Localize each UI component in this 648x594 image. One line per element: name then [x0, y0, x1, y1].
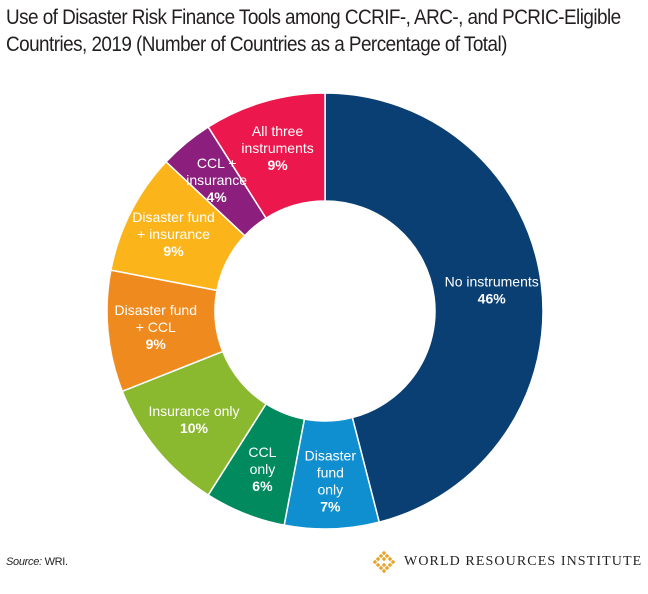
slice-value-label: 7%: [320, 498, 341, 514]
donut-labels: No instruments 46%Disaster fund only 7%CCL on…: [115, 123, 539, 515]
slice-value-label: 9%: [146, 336, 167, 352]
source-note: Source: WRI.: [6, 556, 68, 568]
logo-diamond: [375, 556, 381, 562]
wri-logo: WORLD RESOURCES INSTITUTE: [372, 550, 642, 574]
donut-slice: [207, 92, 326, 220]
source-label: Source:: [6, 556, 42, 568]
slice-label: Disaster fund + insurance 9%: [132, 209, 214, 259]
logo-diamond: [372, 559, 378, 565]
logo-diamond: [375, 562, 381, 568]
slice-label-line: All three: [252, 123, 304, 139]
logo-diamond: [378, 565, 384, 571]
logo-diamond: [384, 565, 390, 571]
slice-value-label: 9%: [267, 157, 288, 173]
chart-title: Use of Disaster Risk Finance Tools among…: [6, 4, 636, 58]
wri-logo-text: WORLD RESOURCES INSTITUTE: [404, 554, 643, 569]
wri-logo-mark: [372, 550, 396, 574]
slice-label: CCL + insurance 4%: [186, 155, 247, 205]
slice-label-line: Disaster: [305, 447, 357, 463]
chart-title-line-2: Countries, 2019 (Number of Countries as …: [6, 33, 507, 56]
slice-label: Disaster fund only 7%: [305, 447, 357, 514]
slice-label-line: + insurance: [137, 226, 210, 242]
slice-value-label: 46%: [478, 290, 507, 306]
slice-label-line: fund: [317, 464, 344, 480]
slice-label-line: CCL: [248, 444, 276, 460]
donut-slice: [324, 92, 544, 524]
slice-value-label: 4%: [207, 189, 228, 205]
slice-label: Disaster fund + CCL 9%: [115, 302, 197, 352]
slice-value-label: 10%: [180, 420, 209, 436]
slice-value-label: 6%: [252, 478, 273, 494]
logo-diamond: [378, 553, 384, 559]
logo-diamond: [381, 556, 387, 562]
slice-label-line: instruments: [241, 140, 313, 156]
slice-value-label: 9%: [163, 243, 184, 259]
source-text: WRI.: [41, 556, 69, 568]
logo-diamond: [387, 562, 393, 568]
slice-label-line: only: [250, 461, 276, 477]
donut-slices: [106, 92, 544, 530]
logo-diamond: [390, 559, 396, 565]
slice-label: All three instruments 9%: [241, 123, 313, 173]
logo-diamond: [381, 550, 387, 556]
slice-label-line: Insurance only: [148, 403, 239, 419]
slice-label-line: insurance: [186, 172, 247, 188]
logo-diamond: [387, 556, 393, 562]
slice-label: CCL only 6%: [248, 444, 276, 494]
slice-label-line: No instruments: [445, 273, 539, 289]
slice-label: No instruments 46%: [445, 273, 539, 306]
slice-label: Insurance only 10%: [148, 403, 239, 436]
slice-label-line: Disaster fund: [132, 209, 214, 225]
slice-label-line: only: [317, 481, 343, 497]
chart-title-line-1: Use of Disaster Risk Finance Tools among…: [6, 6, 621, 29]
slice-label-line: + CCL: [136, 319, 176, 335]
wri-logo-icon: [372, 550, 396, 574]
logo-diamond: [384, 553, 390, 559]
slice-label-line: Disaster fund: [115, 302, 197, 318]
logo-diamond: [381, 562, 387, 568]
logo-diamond: [381, 568, 387, 574]
slice-label-line: CCL +: [197, 155, 237, 171]
